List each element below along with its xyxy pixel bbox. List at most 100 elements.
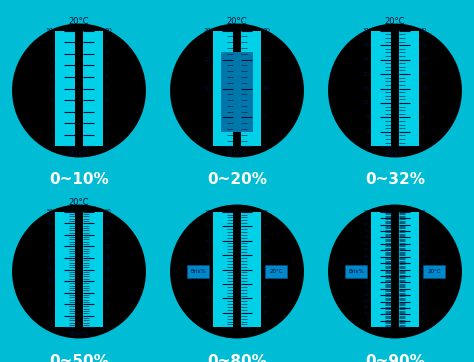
Text: 85: 85 [420,216,426,220]
Text: 40: 40 [263,268,268,272]
Bar [213,212,233,327]
Text: Brix%: Brix% [190,269,206,274]
Text: 50: 50 [104,209,111,214]
Text: 10: 10 [364,312,370,316]
Text: 6: 6 [50,75,54,79]
Text: 0: 0 [263,144,266,149]
Bar [371,212,391,327]
Text: 40: 40 [47,232,54,237]
Text: 20: 20 [47,279,54,283]
Text: 8: 8 [366,115,370,120]
Text: 45: 45 [104,221,111,226]
Text: 20: 20 [364,300,370,304]
Text: 20: 20 [263,28,270,33]
Bar [399,212,419,327]
Text: Brix%: Brix% [385,150,405,156]
Text: 65: 65 [364,242,370,246]
Text: 55: 55 [420,254,426,259]
Text: 90: 90 [364,210,370,214]
Text: 60: 60 [420,248,426,252]
Text: 15: 15 [263,57,270,62]
Text: 25: 25 [104,267,111,272]
Text: 85: 85 [364,216,370,220]
Bar [187,265,209,278]
Text: 10: 10 [206,311,211,315]
Text: 30: 30 [420,287,426,291]
Text: 3: 3 [104,109,109,114]
Text: 65: 65 [420,242,426,246]
Circle shape [169,22,305,159]
Text: 32: 32 [420,28,427,33]
Text: 60: 60 [364,248,370,252]
Bar [345,265,367,278]
Text: 1: 1 [104,132,109,137]
Circle shape [327,203,463,340]
Text: 50: 50 [364,261,370,265]
Text: Brix%: Brix% [348,269,364,274]
Text: 80: 80 [263,210,268,214]
Text: 35: 35 [47,244,54,249]
Text: 0: 0 [263,325,265,329]
Text: 24: 24 [363,57,370,62]
Text: 4: 4 [104,98,109,102]
Bar [399,31,419,146]
Text: 28: 28 [420,43,427,48]
Text: 40: 40 [364,274,370,278]
Text: 70: 70 [206,224,211,228]
Text: 15: 15 [420,306,426,310]
Text: 6: 6 [104,75,109,79]
Text: 25: 25 [47,267,54,272]
Text: 70: 70 [364,235,370,239]
Bar [55,31,75,146]
Circle shape [327,22,463,159]
Text: 20: 20 [104,279,111,283]
Text: 10: 10 [104,28,112,33]
Text: 0: 0 [420,144,424,149]
Text: 75: 75 [364,229,370,233]
Text: 12: 12 [420,100,427,105]
Text: 5: 5 [50,86,54,91]
Text: 90: 90 [420,210,426,214]
Text: 30: 30 [364,287,370,291]
Text: 40: 40 [206,268,211,272]
Text: 35: 35 [364,280,370,284]
Text: 24: 24 [420,57,427,62]
Text: 12: 12 [363,100,370,105]
Text: 0~50%: 0~50% [49,354,109,362]
Text: 5: 5 [50,313,54,318]
Text: 0: 0 [50,325,54,330]
Text: 20°C: 20°C [385,17,405,26]
Text: 4: 4 [420,129,424,134]
Circle shape [11,203,147,340]
Text: 0: 0 [104,325,108,330]
Text: 80: 80 [364,223,370,227]
Text: 70: 70 [420,235,426,239]
Text: 10: 10 [204,86,211,91]
Text: 8: 8 [50,51,54,56]
Bar [55,212,75,327]
Text: 0: 0 [209,325,211,329]
Text: 32: 32 [363,28,370,33]
Text: 50: 50 [420,261,426,265]
Text: 20°C: 20°C [269,269,283,274]
Text: 30: 30 [263,282,268,286]
Bar [423,265,445,278]
Text: 20: 20 [206,296,211,300]
Text: 5: 5 [366,319,370,323]
Text: 25: 25 [420,293,426,297]
Text: 35: 35 [420,280,426,284]
Text: Brix%: Brix% [69,331,89,337]
Text: 7: 7 [104,63,109,68]
Text: 20: 20 [363,72,370,76]
Bar [241,31,261,146]
Text: 5: 5 [104,313,108,318]
Text: 0~10%: 0~10% [49,173,109,188]
Text: 0~80%: 0~80% [207,354,267,362]
Text: 5: 5 [104,86,109,91]
Text: 20: 20 [204,28,211,33]
Text: 4: 4 [49,98,54,102]
Text: 2: 2 [104,121,109,126]
Text: 7: 7 [49,63,54,68]
Text: 9: 9 [104,40,109,45]
Text: 10: 10 [47,302,54,307]
